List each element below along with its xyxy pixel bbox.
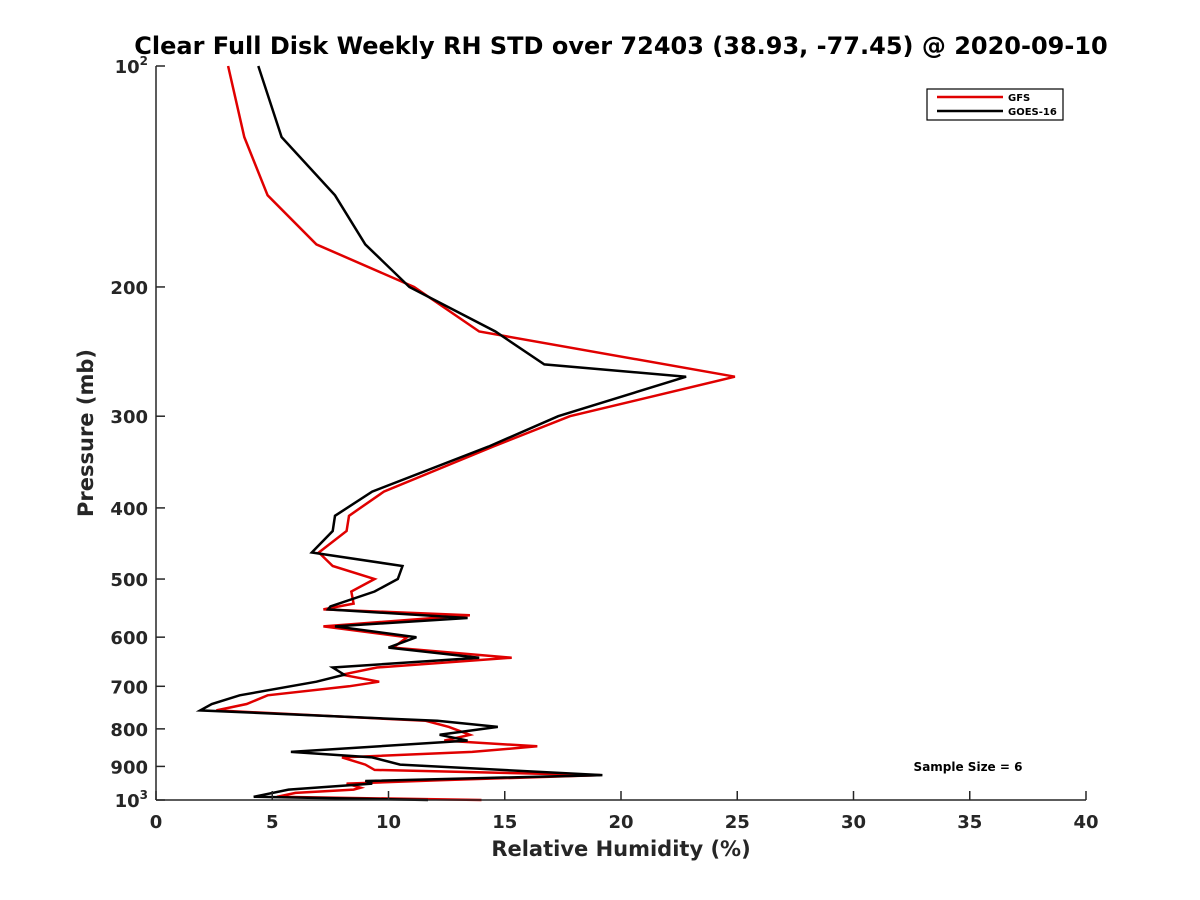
x-tick-label: 15 <box>492 812 517 833</box>
series-line-gfs <box>216 65 736 802</box>
y-tick-label: 900 <box>110 757 148 778</box>
y-tick-label: 800 <box>110 720 148 741</box>
x-axis-label: Relative Humidity (%) <box>491 837 750 861</box>
x-tick-label: 10 <box>376 812 401 833</box>
x-tick-label: 5 <box>266 812 279 833</box>
x-tick-label: 30 <box>841 812 866 833</box>
x-tick-label: 40 <box>1073 812 1098 833</box>
chart-title: Clear Full Disk Weekly RH STD over 72403… <box>134 32 1107 60</box>
y-tick-label: 600 <box>110 628 148 649</box>
x-tick-label: 20 <box>608 812 633 833</box>
legend-box <box>926 88 1064 121</box>
y-axis-label: Pressure (mb) <box>74 349 98 517</box>
y-tick-label: 500 <box>110 570 148 591</box>
legend: GFS GOES-16 <box>926 88 1064 121</box>
x-tick-label: 25 <box>725 812 750 833</box>
x-ticks: 0 5 10 15 20 25 30 35 40 <box>150 791 1099 833</box>
x-tick-label: 0 <box>150 812 163 833</box>
series-layer <box>195 65 736 802</box>
legend-label-gfs: GFS <box>1008 93 1030 104</box>
legend-label-goes16: GOES-16 <box>1008 107 1057 118</box>
series-line-goes16 <box>195 65 687 802</box>
y-tick-label: 700 <box>110 677 148 698</box>
x-tick-label: 35 <box>957 812 982 833</box>
y-tick-label: 300 <box>110 407 148 428</box>
y-tick-label: 400 <box>110 499 148 520</box>
sample-size-annotation: Sample Size = 6 <box>914 760 1023 774</box>
y-tick-label: 200 <box>110 278 148 299</box>
